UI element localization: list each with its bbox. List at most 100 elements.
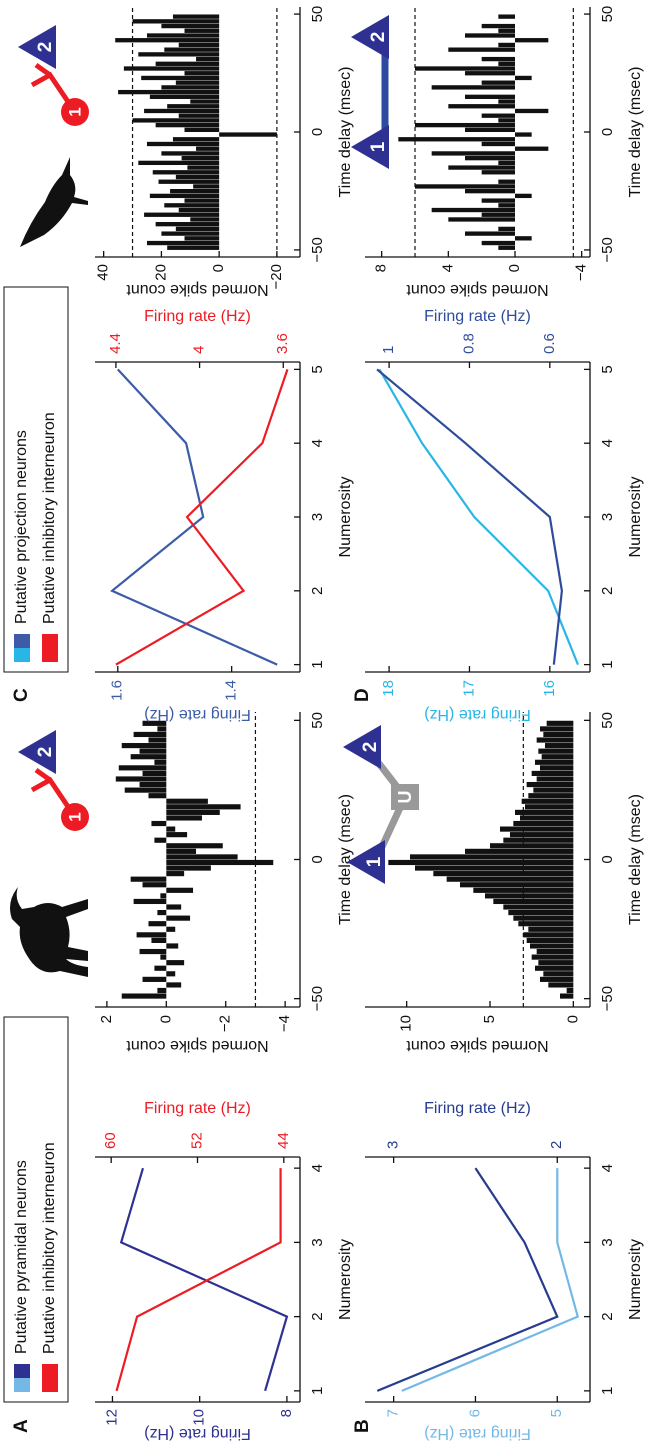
histogram-bar	[481, 23, 515, 29]
x-tick-label: 3	[599, 1238, 616, 1246]
histogram-bar	[166, 854, 238, 860]
histogram-bar	[540, 765, 574, 771]
histogram-bar	[154, 759, 167, 765]
histogram-bar	[498, 118, 516, 123]
histogram-bar	[166, 865, 211, 871]
neuron-label: 2	[368, 32, 389, 43]
histogram-bar	[190, 217, 220, 222]
histogram-bar	[170, 189, 220, 194]
y-axis-label: Firing rate (Hz)	[424, 706, 531, 723]
histogram-bar	[166, 871, 185, 877]
histogram-bar	[498, 28, 516, 33]
histogram-bar	[123, 66, 220, 71]
histogram-bar	[184, 236, 220, 241]
histogram-bar	[132, 19, 220, 24]
histogram-bar	[528, 926, 574, 932]
histogram-bar	[138, 160, 220, 166]
y-tick-label: 18	[380, 680, 397, 697]
y-tick-label: 1.4	[223, 680, 240, 701]
histogram-bar	[115, 38, 220, 43]
x-axis-label: Time delay (msec)	[627, 67, 644, 198]
histogram-bar	[161, 231, 220, 236]
histogram-bar	[166, 887, 194, 893]
histogram-bar	[526, 937, 574, 943]
histogram-bar	[448, 217, 516, 222]
y-axis-label: Firing rate (Hz)	[144, 706, 251, 723]
unit-label: U	[395, 791, 415, 804]
histogram-bar	[431, 85, 515, 90]
histogram-bar	[190, 99, 220, 104]
histogram-bar	[161, 23, 220, 29]
histogram-bar	[473, 887, 574, 893]
histogram-bar	[160, 893, 167, 899]
y-axis-label: Normed spike count	[126, 1037, 269, 1054]
histogram-bar	[498, 245, 516, 250]
histogram-bar	[167, 104, 220, 109]
histogram-bar	[144, 212, 220, 217]
histogram-bar	[154, 965, 167, 971]
x-tick-label: 5	[599, 365, 616, 373]
legend-box	[3, 1016, 69, 1403]
histogram-bar	[139, 948, 167, 955]
histogram-bar	[433, 871, 574, 877]
histogram-bar	[535, 759, 574, 765]
connector	[34, 62, 52, 78]
histogram-bar	[515, 809, 574, 815]
x-axis-label: Numerosity	[627, 477, 644, 558]
x-tick-label: 4	[599, 1164, 616, 1172]
y2-tick-label: 0.8	[460, 333, 477, 354]
histogram-bar	[513, 915, 574, 921]
histogram-bar	[142, 720, 167, 726]
legend-label: Putative pyramidal neurons	[13, 1160, 30, 1354]
histogram-bar	[178, 42, 220, 48]
histogram-bar	[388, 859, 574, 866]
y-axis-label: Normed spike count	[126, 281, 269, 298]
histogram-bar	[118, 765, 167, 771]
series-line	[109, 368, 278, 666]
histogram-bar	[530, 943, 574, 949]
histogram-bar	[531, 770, 574, 777]
histogram-bar	[518, 921, 574, 927]
histogram-bar	[515, 132, 532, 137]
histogram-bar	[536, 737, 574, 743]
histogram-bar	[155, 122, 220, 128]
y2-tick-label: 4.4	[107, 333, 124, 354]
histogram-bar	[465, 71, 515, 76]
legend-swatch	[14, 1364, 30, 1378]
histogram-bar	[181, 155, 220, 161]
histogram-bar	[481, 80, 515, 85]
histogram-bar	[448, 47, 516, 52]
histogram-bar	[142, 976, 167, 982]
legend-label: Putative inhibitory interneuron	[41, 1142, 58, 1354]
histogram-bar	[498, 203, 516, 208]
neuron-triangle	[18, 730, 56, 774]
histogram-bar	[460, 882, 574, 888]
x-tick-label: −50	[599, 986, 616, 1011]
histogram-bar	[175, 226, 220, 232]
x-tick-label: −50	[309, 237, 326, 262]
panel-label: D	[352, 688, 373, 702]
histogram-bar	[155, 222, 220, 227]
y-tick-label: 1.6	[109, 680, 126, 701]
y-axis-label: Normed spike count	[406, 281, 549, 298]
histogram-bar	[538, 960, 574, 966]
histogram-bar	[500, 826, 574, 832]
histogram-bar	[498, 42, 516, 48]
histogram-bar	[148, 793, 167, 799]
x-tick-label: 4	[309, 439, 326, 447]
histogram-bar	[515, 38, 549, 43]
neuron-triangle	[351, 15, 389, 59]
y-tick-label: 0	[210, 264, 227, 272]
histogram-bar	[184, 198, 220, 203]
histogram-bar	[151, 820, 167, 827]
y-tick-label: −2	[217, 1015, 234, 1032]
histogram-bar	[142, 882, 167, 888]
neuron-triangle	[18, 25, 56, 69]
histogram-bar	[535, 965, 574, 971]
y-tick-label: 5	[481, 1015, 498, 1023]
histogram-bar	[178, 207, 220, 213]
histogram-bar	[138, 52, 220, 57]
histogram-bar	[184, 28, 220, 33]
y-tick-label: 20	[152, 264, 169, 281]
neuron-circle	[61, 98, 89, 126]
